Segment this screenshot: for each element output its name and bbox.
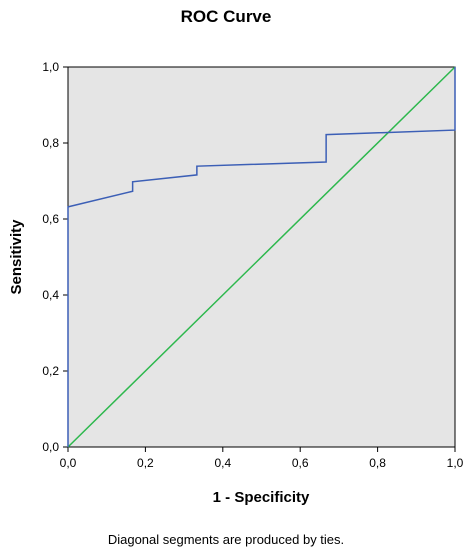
x-tick-label: 1,0 bbox=[447, 456, 464, 470]
x-axis-ticks: 0,0 0,2 0,4 0,6 0,8 1,0 bbox=[60, 447, 464, 470]
x-tick-label: 0,4 bbox=[214, 456, 231, 470]
roc-curve-line bbox=[67, 67, 456, 447]
x-tick-label: 0,6 bbox=[292, 456, 309, 470]
chart-title: ROC Curve bbox=[181, 7, 272, 26]
reference-diagonal-line bbox=[67, 66, 456, 448]
x-tick-label: 0,0 bbox=[60, 456, 77, 470]
x-tick-label: 0,2 bbox=[137, 456, 154, 470]
y-tick-label: 0,4 bbox=[42, 288, 59, 302]
y-tick-label: 0,0 bbox=[42, 440, 59, 454]
y-axis-ticks: 0,0 0,2 0,4 0,6 0,8 1,0 bbox=[42, 60, 68, 454]
x-axis-label: 1 - Specificity bbox=[213, 489, 310, 506]
y-axis-label: Sensitivity bbox=[8, 219, 25, 295]
y-tick-label: 0,8 bbox=[42, 136, 59, 150]
y-tick-label: 0,6 bbox=[42, 212, 59, 226]
y-tick-label: 0,2 bbox=[42, 364, 59, 378]
chart-footnote: Diagonal segments are produced by ties. bbox=[108, 532, 344, 547]
series-layer bbox=[67, 66, 456, 448]
y-tick-label: 1,0 bbox=[42, 60, 59, 74]
x-tick-label: 0,8 bbox=[369, 456, 386, 470]
